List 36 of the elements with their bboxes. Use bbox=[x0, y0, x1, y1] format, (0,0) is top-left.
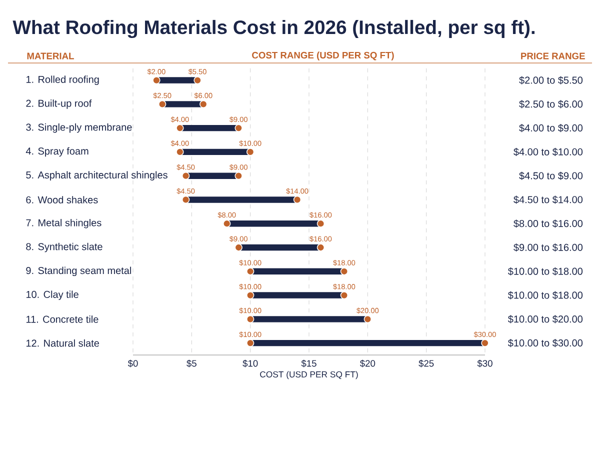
x-tick-label: $15 bbox=[301, 360, 316, 368]
text: COST RANGE (USD PER SQ FT) bbox=[252, 52, 394, 60]
text: MATERIAL bbox=[27, 52, 74, 60]
y-tick-label: 10. Clay tile bbox=[26, 290, 78, 300]
y-tick-label: 3. Single-ply membrane bbox=[26, 123, 132, 133]
y-tick-label: 4. Spray foam bbox=[26, 147, 88, 157]
text: $4.00 to $10.00 bbox=[514, 148, 583, 156]
text: $10.00 to $30.00 bbox=[508, 339, 583, 348]
y-tick-label: 12. Natural slate bbox=[26, 339, 100, 347]
x-tick-label: $20 bbox=[360, 360, 376, 368]
text: $8.00 to $16.00 bbox=[514, 220, 583, 228]
text: $2.50 to $6.00 bbox=[519, 100, 583, 108]
y-tick-label: 7. Metal shingles bbox=[26, 218, 102, 228]
y-tick-label: 8. Synthetic slate bbox=[26, 242, 102, 252]
text: $4.00 to $9.00 bbox=[519, 124, 583, 132]
x-tick-label: $10 bbox=[242, 360, 258, 368]
y-tick-label: 2. Built-up roof bbox=[26, 100, 92, 109]
text: $10.00 to $20.00 bbox=[508, 315, 583, 324]
y-tick-label: 5. Asphalt architectural shingles bbox=[26, 171, 168, 180]
text: $10.00 to $18.00 bbox=[508, 267, 583, 276]
y-tick-label: 1. Rolled roofing bbox=[26, 76, 99, 85]
y-tick-label: 6. Wood shakes bbox=[26, 196, 98, 204]
x-tick-label: $30 bbox=[477, 360, 492, 368]
chart-title: What Roofing Materials Cost in 2026 (Installed, per sq ft). bbox=[12, 20, 535, 38]
x-tick-label: $5 bbox=[186, 360, 196, 368]
y-tick-label: 9. Standing seam metal bbox=[26, 266, 132, 276]
text: $9.00 to $16.00 bbox=[514, 243, 583, 252]
x-axis-title: COST (USD PER SQ FT) bbox=[260, 371, 358, 380]
x-tick-label: $0 bbox=[128, 360, 138, 368]
text: $4.50 to $9.00 bbox=[519, 172, 583, 180]
text: $10.00 to $18.00 bbox=[508, 291, 583, 300]
x-tick-label: $25 bbox=[418, 360, 434, 368]
text: $4.50 to $14.00 bbox=[514, 196, 583, 204]
text: PRICE RANGE bbox=[521, 52, 585, 60]
y-tick-label: 11. Concrete tile bbox=[26, 316, 98, 323]
text: $2.00 to $5.50 bbox=[519, 76, 583, 84]
